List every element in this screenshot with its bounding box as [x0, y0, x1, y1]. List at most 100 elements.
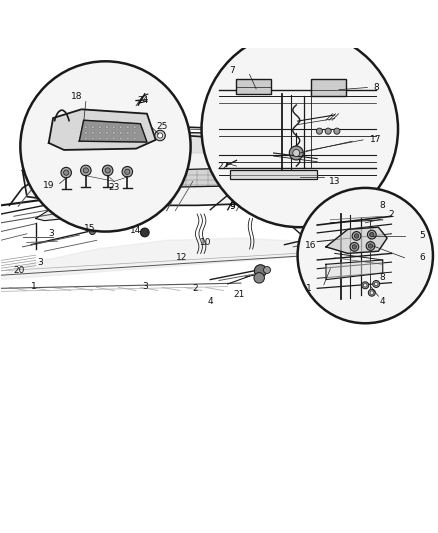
Circle shape	[99, 138, 101, 140]
Circle shape	[352, 245, 357, 249]
Polygon shape	[123, 168, 272, 187]
Circle shape	[83, 168, 88, 173]
Text: 6: 6	[419, 253, 425, 262]
Polygon shape	[22, 135, 359, 205]
Text: 23: 23	[109, 183, 120, 192]
Text: 24: 24	[137, 96, 148, 105]
Circle shape	[92, 126, 94, 128]
Text: 14: 14	[131, 226, 142, 235]
Text: 15: 15	[85, 223, 96, 232]
Text: 9: 9	[229, 202, 235, 211]
Polygon shape	[326, 227, 387, 253]
Polygon shape	[1, 238, 341, 280]
Circle shape	[368, 289, 375, 296]
Circle shape	[134, 138, 136, 140]
Bar	[230, 171, 317, 179]
Text: 22: 22	[218, 161, 229, 171]
Text: 16: 16	[305, 241, 316, 250]
Circle shape	[293, 149, 300, 157]
Circle shape	[20, 61, 191, 231]
Circle shape	[120, 132, 122, 134]
Text: 2: 2	[389, 209, 394, 219]
Circle shape	[370, 291, 374, 294]
Circle shape	[134, 126, 136, 128]
Circle shape	[102, 165, 113, 176]
Text: 25: 25	[156, 122, 168, 131]
Text: 8: 8	[380, 273, 385, 282]
Circle shape	[334, 128, 340, 134]
Circle shape	[373, 280, 380, 287]
Circle shape	[289, 146, 303, 160]
Circle shape	[92, 132, 94, 134]
Text: 1: 1	[306, 284, 311, 293]
Text: 17: 17	[371, 135, 382, 144]
Circle shape	[89, 229, 95, 235]
Text: 20: 20	[13, 266, 25, 276]
Circle shape	[120, 138, 122, 140]
Circle shape	[339, 231, 344, 237]
Circle shape	[316, 128, 322, 134]
Circle shape	[127, 132, 129, 134]
Circle shape	[325, 234, 331, 239]
Polygon shape	[35, 201, 110, 221]
Circle shape	[264, 266, 271, 273]
Circle shape	[201, 31, 398, 227]
Text: 3: 3	[37, 257, 43, 266]
Circle shape	[352, 231, 361, 240]
Circle shape	[113, 138, 115, 140]
Circle shape	[127, 126, 129, 128]
Text: 8: 8	[380, 201, 385, 210]
Circle shape	[120, 126, 122, 128]
Circle shape	[297, 188, 433, 323]
Bar	[237, 79, 272, 94]
Text: 18: 18	[71, 92, 83, 101]
Circle shape	[122, 166, 133, 177]
Circle shape	[125, 169, 130, 174]
Bar	[311, 79, 346, 96]
Circle shape	[366, 241, 375, 251]
Circle shape	[113, 126, 115, 128]
Text: 13: 13	[329, 177, 340, 186]
Text: 19: 19	[43, 181, 54, 190]
Circle shape	[113, 132, 115, 134]
Circle shape	[362, 282, 369, 289]
Circle shape	[81, 165, 91, 176]
Circle shape	[312, 237, 318, 242]
Circle shape	[354, 234, 359, 238]
Circle shape	[370, 232, 374, 237]
Circle shape	[157, 133, 162, 138]
Circle shape	[99, 126, 101, 128]
Circle shape	[99, 132, 101, 134]
Polygon shape	[49, 109, 155, 150]
Circle shape	[367, 230, 376, 239]
Polygon shape	[44, 132, 328, 158]
Circle shape	[105, 168, 110, 173]
Circle shape	[85, 132, 87, 134]
Text: 4: 4	[380, 297, 385, 306]
Circle shape	[61, 167, 71, 178]
Circle shape	[85, 138, 87, 140]
Circle shape	[85, 126, 87, 128]
Circle shape	[106, 132, 108, 134]
Text: 1: 1	[31, 281, 36, 290]
Circle shape	[155, 130, 165, 141]
Text: 21: 21	[233, 289, 244, 298]
Text: 5: 5	[419, 231, 425, 240]
Text: 3: 3	[142, 281, 148, 290]
Polygon shape	[326, 260, 383, 280]
Circle shape	[374, 282, 378, 286]
Circle shape	[92, 138, 94, 140]
Circle shape	[254, 265, 267, 277]
Circle shape	[127, 138, 129, 140]
Text: 12: 12	[176, 253, 187, 262]
Circle shape	[64, 170, 69, 175]
Text: 9: 9	[229, 202, 235, 211]
Circle shape	[254, 272, 265, 283]
Circle shape	[106, 126, 108, 128]
Polygon shape	[79, 120, 147, 142]
Text: 7: 7	[229, 66, 235, 75]
Text: 3: 3	[48, 229, 54, 238]
Circle shape	[141, 228, 149, 237]
Circle shape	[350, 243, 359, 251]
Circle shape	[364, 284, 367, 287]
